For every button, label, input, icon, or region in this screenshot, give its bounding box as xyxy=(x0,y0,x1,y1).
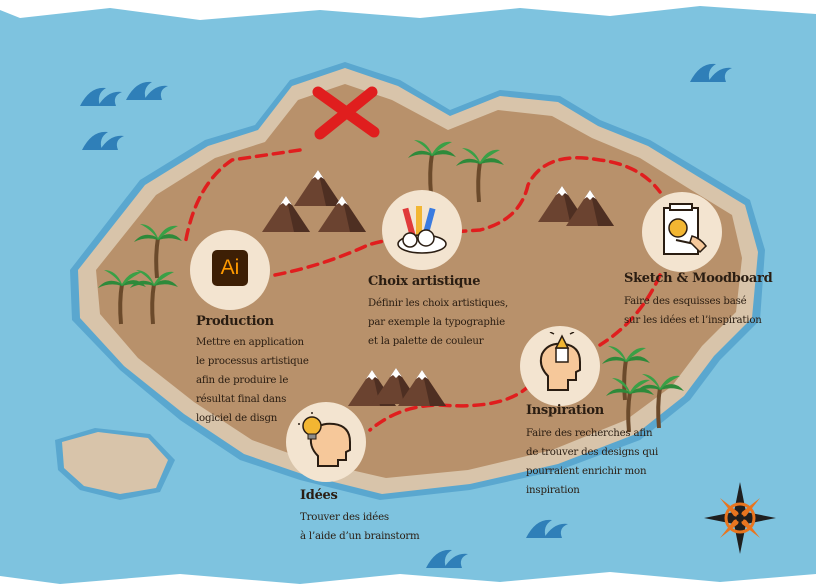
torn-edge-bottom xyxy=(0,572,816,588)
thinking-head-icon xyxy=(539,332,581,391)
idees-title: Idées xyxy=(300,488,338,503)
ai-logo-text: Ai xyxy=(220,256,240,279)
art-supplies-icon xyxy=(397,206,447,254)
sketch-description: Faire des esquisses basé sur les idées e… xyxy=(624,296,762,326)
sketch-title: Sketch & Moodboard xyxy=(624,271,773,286)
choix-description: Définir les choix artistiques, par exemp… xyxy=(368,298,509,347)
x-mark-icon xyxy=(312,86,380,140)
lightbulb-head-icon xyxy=(298,412,351,467)
compass-rose-icon xyxy=(704,482,776,554)
production-title: Production xyxy=(196,314,274,329)
idees-description: Trouver des idées à l’aide d’un brainsto… xyxy=(300,512,420,542)
inspiration-title: Inspiration xyxy=(526,403,604,418)
inspiration-description: Faire des recherches afin de trouver des… xyxy=(526,428,659,496)
route-path xyxy=(183,148,662,432)
production-description: Mettre en application le processus artis… xyxy=(196,337,309,424)
choix-title: Choix artistique xyxy=(368,274,481,289)
torn-edge-top xyxy=(0,0,816,20)
adobe-illustrator-icon: Ai xyxy=(212,250,248,286)
sketch-pad-icon xyxy=(663,203,707,255)
small-island xyxy=(62,432,168,494)
